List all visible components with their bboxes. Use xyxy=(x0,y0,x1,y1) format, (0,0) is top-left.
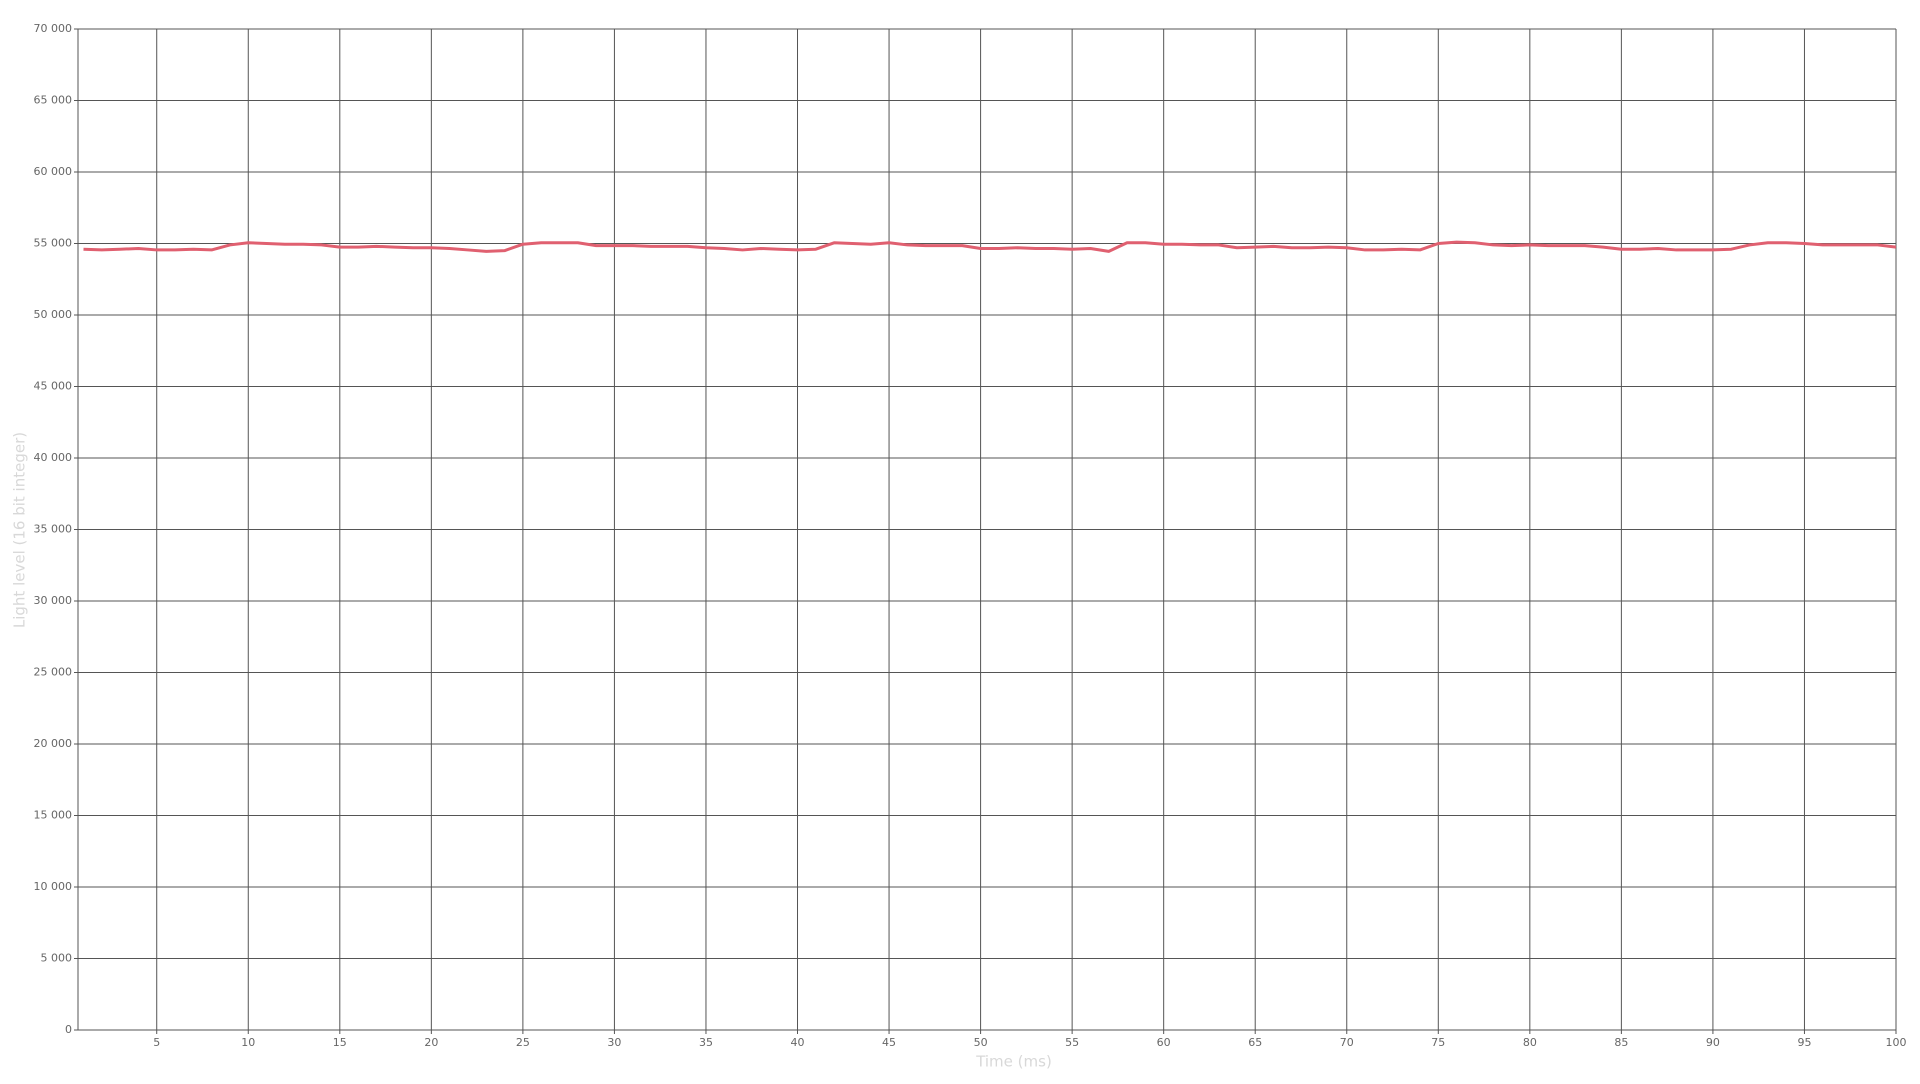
data-line xyxy=(83,240,1897,253)
x-tick-label: 35 xyxy=(699,1036,713,1049)
y-tick-label: 70 000 xyxy=(34,22,73,35)
x-tick-label: 80 xyxy=(1523,1036,1537,1049)
x-tick-label: 20 xyxy=(424,1036,438,1049)
y-tick-label: 20 000 xyxy=(34,737,73,750)
x-tick-label: 50 xyxy=(974,1036,988,1049)
x-tick-label: 5 xyxy=(153,1036,160,1049)
x-tick-label: 55 xyxy=(1065,1036,1079,1049)
x-tick-label: 40 xyxy=(791,1036,805,1049)
y-tick-label: 10 000 xyxy=(34,880,73,893)
y-tick-label: 35 000 xyxy=(34,523,73,536)
y-tick-label: 45 000 xyxy=(34,380,73,393)
y-tick-label: 50 000 xyxy=(34,308,73,321)
x-axis-label: Time (ms) xyxy=(975,1053,1052,1071)
y-tick-label: 25 000 xyxy=(34,666,73,679)
y-tick-label: 65 000 xyxy=(34,94,73,107)
x-tick-label: 70 xyxy=(1340,1036,1354,1049)
x-tick-label: 95 xyxy=(1797,1036,1811,1049)
y-axis-label: Light level (16 bit integer) xyxy=(11,432,29,628)
x-tick-label: 10 xyxy=(241,1036,255,1049)
x-tick-label: 60 xyxy=(1157,1036,1171,1049)
y-tick-label: 30 000 xyxy=(34,594,73,607)
x-tick-label: 30 xyxy=(607,1036,621,1049)
y-tick-label: 60 000 xyxy=(34,165,73,178)
y-tick-label: 5 000 xyxy=(41,952,73,965)
x-tick-label: 25 xyxy=(516,1036,530,1049)
x-tick-label: 85 xyxy=(1614,1036,1628,1049)
y-tick-label: 40 000 xyxy=(34,451,73,464)
x-tick-label: 65 xyxy=(1248,1036,1262,1049)
x-tick-label: 90 xyxy=(1706,1036,1720,1049)
x-tick-label: 15 xyxy=(333,1036,347,1049)
y-tick-label: 0 xyxy=(65,1023,72,1036)
x-tick-label: 45 xyxy=(882,1036,896,1049)
y-tick-label: 55 000 xyxy=(34,237,73,250)
x-tick-label: 75 xyxy=(1431,1036,1445,1049)
y-tick-label: 15 000 xyxy=(34,809,73,822)
x-tick-label: 100 xyxy=(1886,1036,1907,1049)
